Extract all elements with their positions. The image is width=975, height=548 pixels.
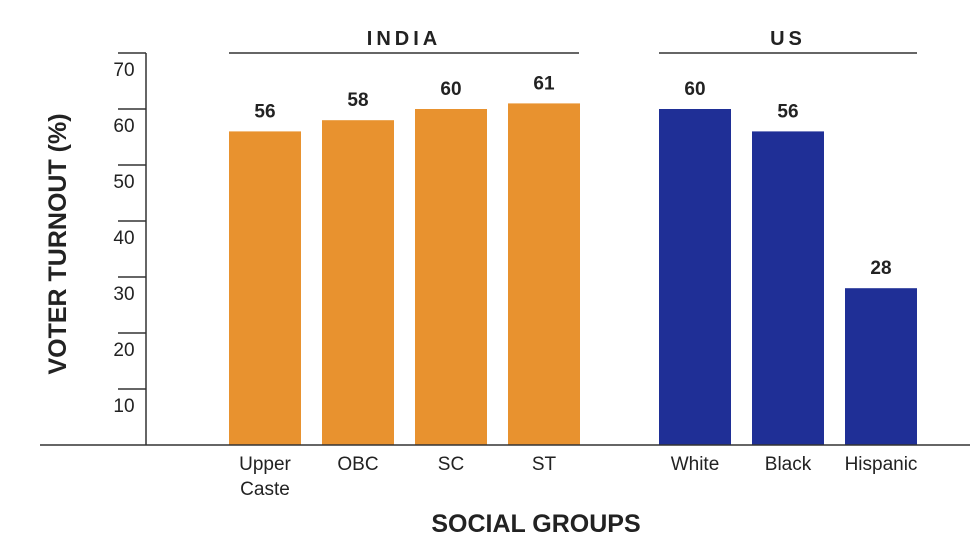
y-tick-label: 50 bbox=[113, 172, 134, 193]
y-axis: 10 20 30 40 50 60 70 bbox=[113, 52, 147, 445]
y-tick-label: 30 bbox=[113, 284, 134, 305]
category-label: Caste bbox=[240, 479, 290, 500]
y-tick-label: 40 bbox=[113, 228, 134, 249]
group-header-label: INDIA bbox=[367, 28, 441, 50]
bar bbox=[322, 120, 394, 445]
bar bbox=[415, 109, 487, 445]
category-labels: Upper Caste OBC SC ST White Black Hispanic bbox=[239, 454, 917, 500]
y-tick-label: 70 bbox=[113, 60, 134, 81]
x-axis-title: SOCIAL GROUPS bbox=[431, 510, 640, 538]
bar-value-label: 28 bbox=[870, 258, 891, 279]
bar-value-label: 58 bbox=[347, 90, 368, 111]
bar-value-label: 60 bbox=[684, 79, 705, 100]
category-label: Black bbox=[765, 454, 812, 475]
bar-value-label: 61 bbox=[533, 73, 555, 94]
category-label: SC bbox=[438, 454, 464, 475]
group-header-label: US bbox=[770, 28, 806, 50]
y-axis-title: VOTER TURNOUT (%) bbox=[44, 113, 72, 374]
category-label: OBC bbox=[337, 454, 378, 475]
bar bbox=[508, 103, 580, 446]
category-label: Upper bbox=[239, 454, 291, 475]
bar bbox=[752, 131, 824, 445]
bar bbox=[229, 131, 301, 445]
bar bbox=[659, 109, 731, 445]
bar-value-label: 56 bbox=[254, 101, 275, 122]
y-tick-label: 10 bbox=[113, 396, 134, 417]
y-tick-label: 20 bbox=[113, 340, 134, 361]
category-label: Hispanic bbox=[845, 454, 918, 475]
group-headers: INDIA US bbox=[229, 28, 917, 54]
category-label: ST bbox=[532, 454, 557, 475]
bars bbox=[229, 103, 917, 446]
category-label: White bbox=[671, 454, 720, 475]
y-tick-label: 60 bbox=[113, 116, 134, 137]
bar-value-label: 60 bbox=[440, 79, 461, 100]
bar-value-label: 56 bbox=[777, 101, 798, 122]
bar bbox=[845, 288, 917, 445]
value-labels: 56 58 60 61 60 56 28 bbox=[254, 73, 891, 279]
